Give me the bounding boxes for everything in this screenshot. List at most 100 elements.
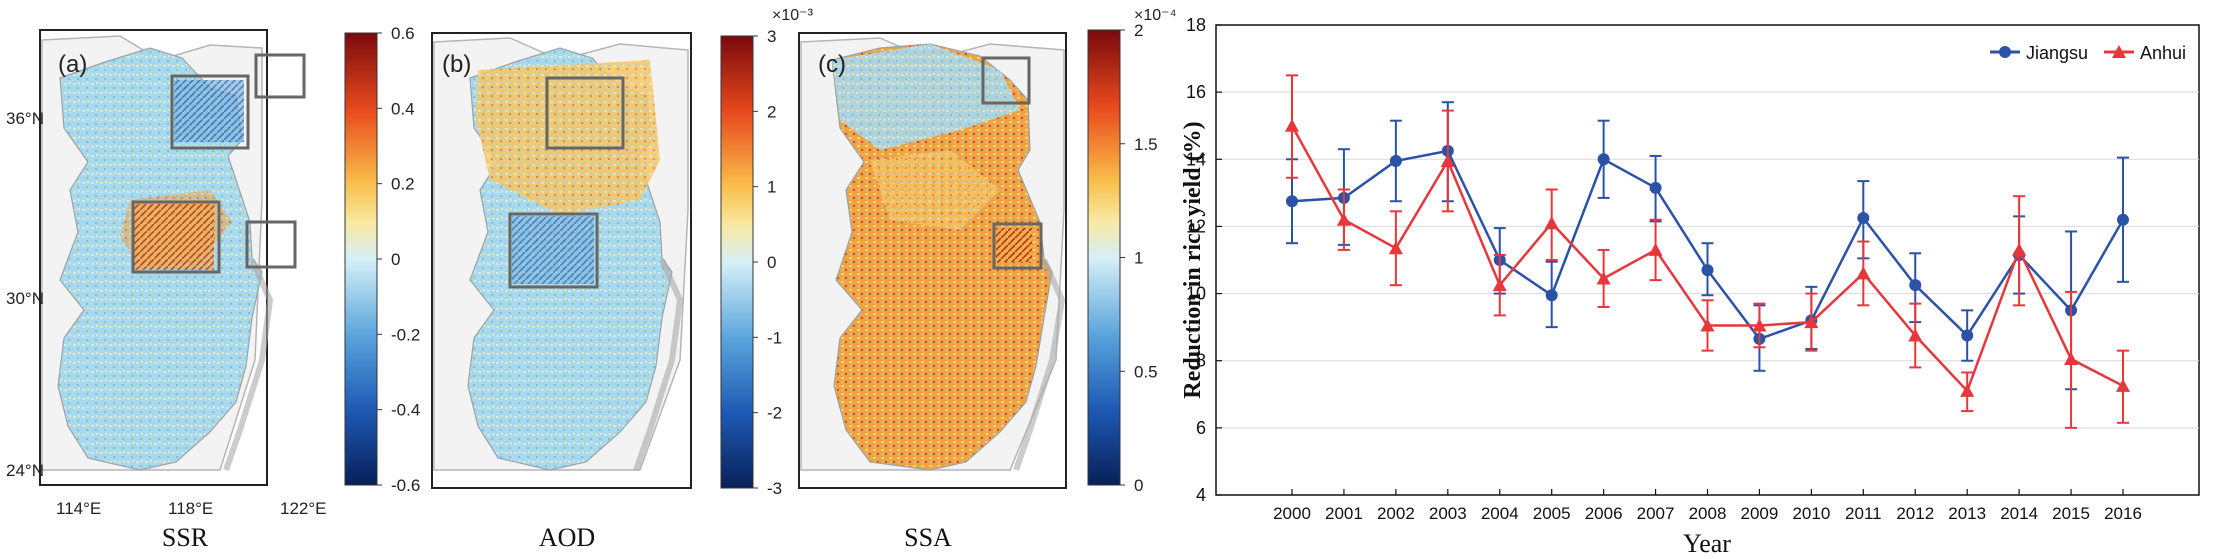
region-detail [476, 60, 660, 215]
lon-tick: 122°E [280, 499, 327, 518]
colorbar-tick-label: 2 [1134, 21, 1143, 40]
x-tick-label: 2010 [1792, 504, 1830, 523]
region-detail [832, 44, 1020, 150]
map-panel-ssa: (c) SSA [798, 32, 1067, 552]
highlight-box [545, 76, 625, 150]
map-panel-ssr: (a) 36°N 30°N 24°N 114°E 118°E 122°E SSR [6, 29, 327, 552]
data-point [1545, 289, 1558, 302]
data-point [1285, 118, 1299, 132]
colorbar-tick-label: -0.6 [391, 476, 420, 495]
colorbar [720, 35, 754, 489]
x-tick-label: 2007 [1637, 504, 1675, 523]
x-tick-label: 2006 [1585, 504, 1623, 523]
variable-label: SSA [904, 523, 952, 552]
panel-label: (b) [442, 51, 471, 78]
data-point [1544, 216, 1559, 230]
legend-marker-jiangsu [1999, 46, 2011, 58]
colorbar-tick-label: -2 [767, 404, 782, 423]
y-tick-label: 12 [1186, 216, 1206, 236]
y-axis: 4 6 8 10 12 14 16 18 [1186, 15, 1222, 505]
gridlines [1216, 91, 2199, 429]
y-tick-label: 6 [1196, 418, 1206, 438]
x-tick-label: 2014 [2000, 504, 2038, 523]
x-tick-label: 2008 [1689, 504, 1727, 523]
y-tick-label: 10 [1186, 284, 1206, 304]
legend-marker-anhui [2112, 45, 2126, 58]
y-tick-label: 16 [1186, 82, 1206, 102]
colorbar-tick-label: 0.5 [1134, 362, 1158, 381]
x-tick-label: 2002 [1377, 504, 1415, 523]
region-detail [870, 150, 1000, 230]
panel-label: (a) [58, 51, 87, 78]
data-point [1701, 264, 1714, 277]
colorbar-tick-label: 1 [767, 178, 776, 197]
data-point [1908, 328, 1923, 342]
variable-label: SSR [162, 523, 209, 552]
data-point [1961, 329, 1974, 342]
colorbar-tick-label: 0.2 [391, 175, 415, 194]
highlight-box [508, 212, 599, 289]
y-tick-label: 8 [1196, 351, 1206, 371]
lon-tick: 114°E [56, 499, 101, 518]
data-point [1856, 266, 1871, 280]
data-point [1649, 181, 1662, 194]
colorbar-tick-label: -0.2 [391, 325, 420, 344]
colorbar [344, 32, 378, 486]
map-panel-aod: (b) AOD [431, 32, 692, 552]
panel-label: (c) [818, 51, 846, 78]
x-axis-label: Year [1683, 529, 1731, 558]
lat-tick: 36°N [6, 109, 44, 128]
data-point [1440, 153, 1455, 167]
hotspot-hatch [512, 216, 594, 284]
colorbar-tick-label: 1 [1134, 249, 1143, 268]
data-point [1752, 318, 1767, 332]
variable-label: AOD [539, 523, 595, 552]
highlight-box [245, 220, 297, 269]
x-tick-label: 2000 [1273, 504, 1311, 523]
colorbar [1087, 29, 1121, 486]
study-region [831, 43, 1053, 471]
colorbar-ssa: ×10⁻⁴ 2 1.5 1 0.5 0 [1087, 7, 1177, 495]
data-point [1336, 212, 1351, 226]
data-point [2117, 213, 2129, 226]
colorbar-multiplier: ×10⁻⁴ [1134, 7, 1177, 24]
legend: Jiangsu Anhui [1985, 36, 2195, 70]
coast-texture [1013, 258, 1066, 471]
colorbar-multiplier: ×10⁻³ [772, 7, 814, 24]
y-tick-label: 4 [1196, 485, 1206, 505]
hotspot-hatch [174, 80, 244, 142]
x-tick-label: 2009 [1741, 504, 1779, 523]
x-tick-label: 2015 [2052, 504, 2090, 523]
highlight-box [981, 56, 1031, 105]
data-point [1389, 154, 1402, 167]
x-tick-label: 2005 [1533, 504, 1571, 523]
colorbar-tick-label: 2 [767, 102, 776, 121]
data-point [1700, 318, 1715, 332]
hotspot-hatch [996, 228, 1032, 262]
lon-tick: 118°E [168, 499, 213, 518]
colorbar-tick-label: 0 [391, 250, 400, 269]
colorbar-tick-label: -0.4 [391, 401, 420, 420]
highlight-box [992, 222, 1043, 270]
colorbar-aod: ×10⁻³ 3 2 1 0 -1 -2 -3 [720, 7, 814, 498]
colorbar-tick-label: 0 [1134, 476, 1143, 495]
x-tick-label: 2001 [1325, 504, 1363, 523]
data-point [2064, 352, 2079, 366]
x-tick-label: 2013 [1948, 504, 1986, 523]
series-layer [1285, 74, 2130, 429]
data-point [1596, 271, 1611, 285]
x-tick-label: 2004 [1481, 504, 1519, 523]
colorbar-tick-label: -1 [767, 328, 782, 347]
series-anhui [1285, 74, 2130, 429]
x-tick-label: 2011 [1845, 504, 1882, 523]
data-point [1648, 242, 1663, 256]
lat-tick: 30°N [6, 289, 44, 308]
x-tick-label: 2016 [2104, 504, 2142, 523]
x-tick-label: 2012 [1896, 504, 1934, 523]
data-point [1804, 315, 1819, 329]
x-tick-label: 2003 [1429, 504, 1467, 523]
lat-tick: 24°N [6, 461, 44, 480]
colorbar-tick-label: 1.5 [1134, 135, 1158, 154]
